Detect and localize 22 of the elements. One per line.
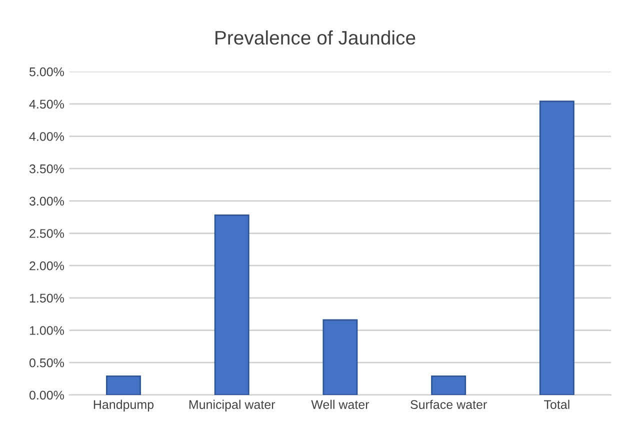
chart-title: Prevalence of Jaundice	[216, 30, 416, 45]
y-tick-label: 0.00%	[29, 390, 64, 400]
y-tick-label: 4.50%	[29, 100, 64, 109]
bar	[106, 375, 141, 395]
bar	[322, 319, 358, 395]
x-tick-label: Total	[544, 400, 570, 409]
y-tick-label: 2.50%	[30, 229, 64, 238]
bar	[214, 214, 250, 395]
bar	[539, 100, 574, 395]
y-tick-label: 4.00%	[29, 132, 64, 141]
x-tick-label: Surface water	[410, 400, 487, 409]
y-tick-label: 3.00%	[29, 196, 64, 206]
x-tick-label: Well water	[311, 400, 370, 409]
bar	[431, 375, 466, 395]
y-tick-label: 5.00%	[29, 67, 64, 76]
y-tick-label: 1.00%	[30, 326, 64, 335]
x-tick-label: Municipal water	[189, 400, 276, 412]
y-tick-label: 2.00%	[30, 261, 64, 270]
x-tick-label: Handpump	[94, 400, 154, 412]
y-tick-label: 0.50%	[29, 358, 64, 368]
y-tick-label: 3.50%	[29, 164, 64, 174]
y-tick-label: 1.50%	[30, 294, 64, 303]
